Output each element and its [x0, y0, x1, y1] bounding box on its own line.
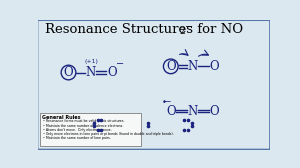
Text: −: − [116, 59, 124, 69]
Text: • Maintain the same number of lone pairs.: • Maintain the same number of lone pairs… [43, 136, 111, 140]
Text: N: N [85, 66, 95, 79]
Text: •: • [161, 98, 166, 107]
Text: N: N [188, 104, 198, 118]
FancyBboxPatch shape [40, 113, 141, 146]
Text: O: O [64, 66, 73, 79]
FancyBboxPatch shape [37, 20, 270, 150]
Text: −: − [163, 96, 171, 106]
Text: Resonance Structures for NO: Resonance Structures for NO [45, 23, 244, 36]
Text: O: O [166, 60, 175, 73]
Text: 2: 2 [179, 27, 185, 36]
Text: • Maintain the same number of valence electrons.: • Maintain the same number of valence el… [43, 124, 123, 128]
Text: O: O [166, 104, 175, 118]
Text: O: O [209, 60, 219, 73]
Text: (+1): (+1) [85, 59, 99, 64]
Text: • Atoms don't move.  Only electrons move.: • Atoms don't move. Only electrons move. [43, 128, 112, 132]
Text: • Only move electrons in lone pairs or pi bonds (found in double and triple bond: • Only move electrons in lone pairs or p… [43, 132, 174, 136]
Text: • Resonance forms must be valid Lewis structures.: • Resonance forms must be valid Lewis st… [43, 119, 124, 123]
Text: O: O [107, 66, 117, 79]
Text: N: N [188, 60, 198, 73]
Text: General Rules: General Rules [42, 115, 81, 120]
Text: −: − [185, 23, 193, 32]
Text: O: O [209, 104, 219, 118]
